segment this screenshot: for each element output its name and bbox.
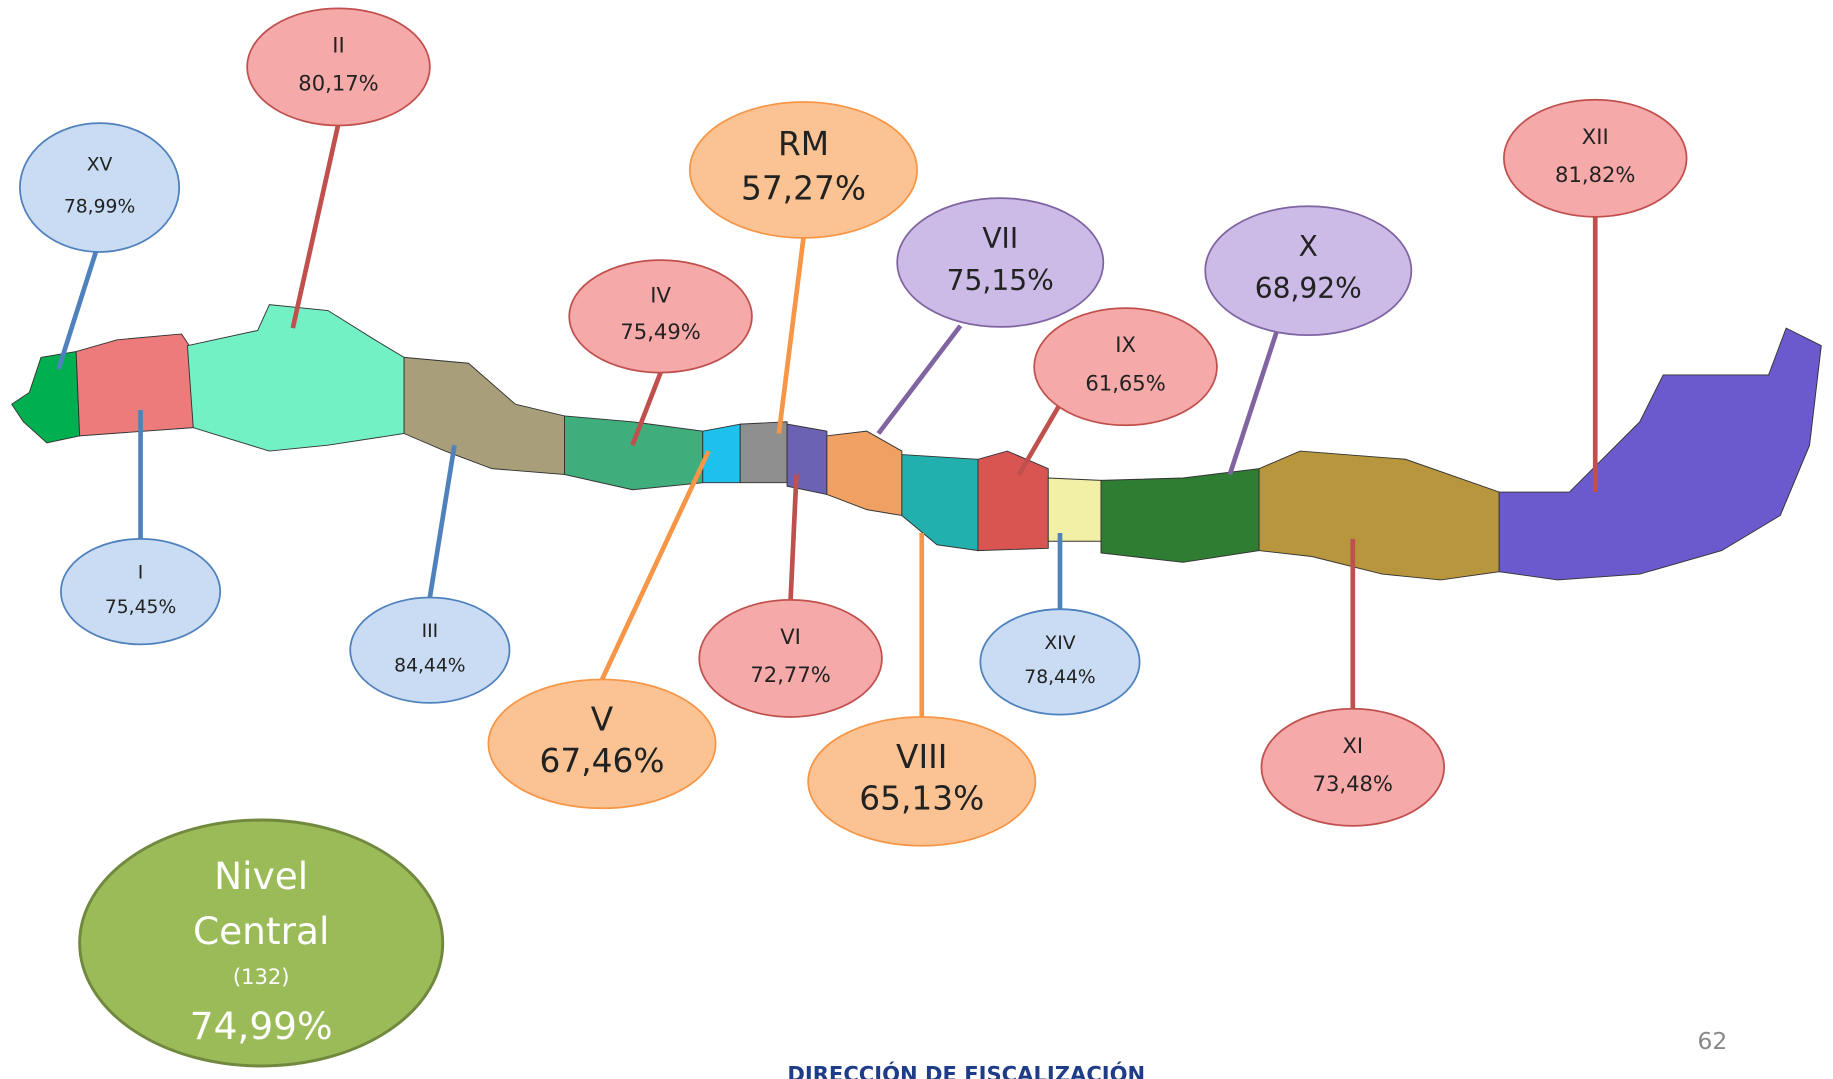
region-ix bbox=[977, 450, 1049, 552]
region-i bbox=[75, 333, 194, 437]
region-bubble bbox=[246, 7, 431, 127]
region-vi bbox=[786, 423, 828, 495]
region-viii bbox=[901, 454, 979, 552]
region-bubble bbox=[60, 538, 222, 646]
region-bubble bbox=[688, 101, 918, 239]
region-label: III bbox=[422, 621, 439, 642]
region-value: 68,92% bbox=[1255, 272, 1362, 305]
region-value: 80,17% bbox=[298, 70, 378, 95]
region-value: 67,46% bbox=[540, 742, 665, 780]
region-bubble bbox=[487, 678, 717, 810]
region-label: V bbox=[591, 700, 614, 738]
central-label: Nivel bbox=[214, 854, 308, 898]
central-value: 74,99% bbox=[190, 1004, 333, 1048]
region-xii bbox=[1498, 327, 1822, 581]
leader-line bbox=[1016, 403, 1063, 476]
region-value: 57,27% bbox=[741, 169, 866, 207]
region-bubble bbox=[698, 598, 883, 718]
central-count: (132) bbox=[233, 964, 290, 989]
region-value: 73,48% bbox=[1313, 771, 1393, 796]
region-label: XII bbox=[1582, 124, 1609, 149]
region-value: 78,44% bbox=[1024, 667, 1095, 688]
leader-line bbox=[788, 474, 799, 600]
region-value: 75,45% bbox=[105, 597, 176, 618]
region-label: X bbox=[1299, 230, 1318, 263]
region-value: 65,13% bbox=[859, 780, 984, 818]
region-x bbox=[1100, 468, 1260, 563]
leader-line bbox=[56, 239, 102, 370]
region-label: XI bbox=[1342, 733, 1363, 758]
leader-line bbox=[290, 122, 341, 329]
leader-line bbox=[599, 450, 711, 681]
region-bubble bbox=[568, 259, 753, 374]
region-bubble bbox=[896, 197, 1105, 328]
region-bubble bbox=[807, 716, 1037, 847]
region-label: XIV bbox=[1044, 633, 1075, 654]
region-bubble bbox=[979, 608, 1141, 716]
region-label: XV bbox=[87, 154, 113, 175]
region-value: 75,15% bbox=[947, 264, 1054, 297]
region-label: II bbox=[332, 32, 344, 57]
region-label: VIII bbox=[896, 738, 947, 776]
region-bubble bbox=[349, 596, 511, 704]
leader-line bbox=[630, 371, 663, 447]
leader-line bbox=[776, 237, 806, 434]
central-label: Central bbox=[193, 909, 329, 953]
region-vii bbox=[826, 430, 903, 517]
leader-line bbox=[1227, 330, 1279, 476]
page-number: 62 bbox=[1697, 1027, 1727, 1055]
region-iii bbox=[403, 356, 566, 476]
map bbox=[11, 304, 1822, 581]
central-bubble bbox=[78, 818, 445, 1068]
region-label: VII bbox=[982, 222, 1018, 255]
footer: DIRECCIÓN DE FISCALIZACIÓN bbox=[787, 1061, 1145, 1079]
region-bubble bbox=[1260, 707, 1446, 827]
region-xv bbox=[11, 350, 81, 444]
region-xi bbox=[1258, 450, 1500, 581]
region-label: IV bbox=[650, 283, 671, 308]
region-bubble bbox=[1033, 307, 1218, 427]
leader-line bbox=[427, 444, 457, 598]
region-value: 61,65% bbox=[1085, 370, 1165, 395]
region-label: RM bbox=[778, 125, 829, 163]
region-label: VI bbox=[780, 624, 801, 649]
region-iv bbox=[564, 415, 704, 491]
region-bubble bbox=[1204, 205, 1413, 336]
region-bubble bbox=[19, 122, 181, 253]
region-value: 75,49% bbox=[620, 319, 700, 344]
region-value: 84,44% bbox=[394, 655, 465, 676]
region-xiv bbox=[1047, 477, 1102, 542]
region-value: 78,99% bbox=[64, 196, 135, 217]
region-value: 81,82% bbox=[1555, 162, 1635, 187]
region-value: 72,77% bbox=[750, 662, 830, 687]
leader-line bbox=[876, 324, 963, 435]
region-ii bbox=[186, 304, 405, 452]
bubbles: XV78,99%II80,17%I75,45%III84,44%IV75,49%… bbox=[19, 7, 1688, 1068]
region-label: IX bbox=[1115, 332, 1136, 357]
region-bubble bbox=[1503, 98, 1688, 218]
region-label: I bbox=[138, 563, 144, 584]
